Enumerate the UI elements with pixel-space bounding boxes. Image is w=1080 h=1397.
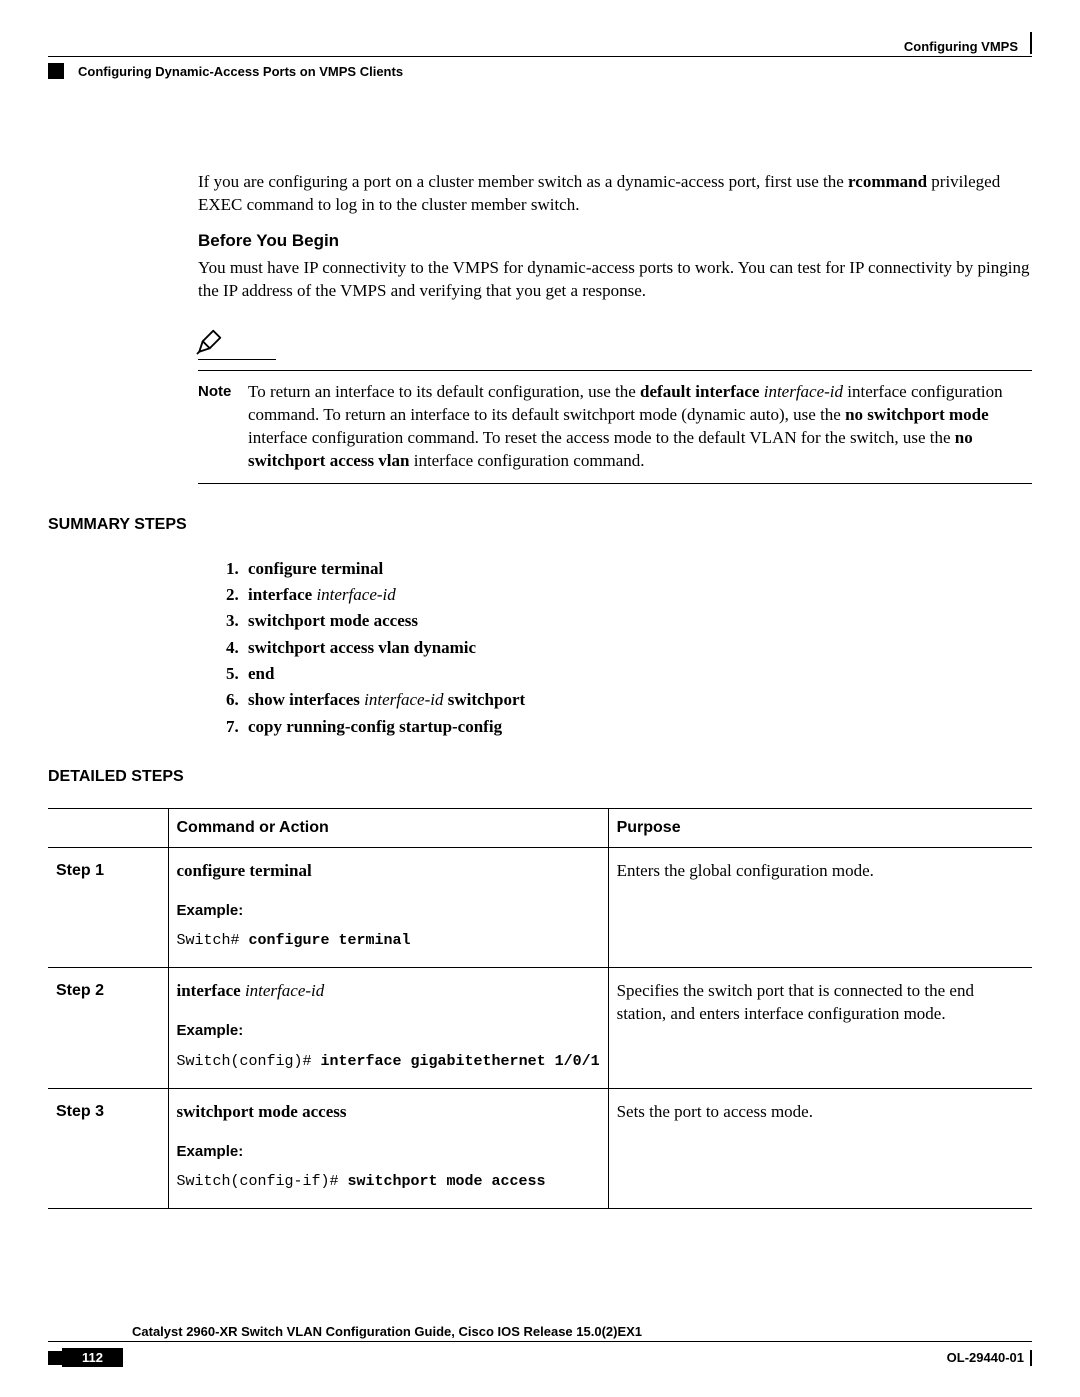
header-left-bar: Configuring Dynamic-Access Ports on VMPS… bbox=[48, 63, 1032, 79]
example-label: Example: bbox=[177, 901, 600, 921]
page-number-block: 112 bbox=[48, 1348, 123, 1367]
header-right-rule bbox=[1030, 32, 1032, 54]
footer-doc-text: OL-29440-01 bbox=[947, 1350, 1024, 1365]
purpose-cell: Enters the global configuration mode. bbox=[608, 847, 1032, 967]
step1-num: 1. bbox=[226, 556, 248, 582]
cmd-b1: interface bbox=[177, 981, 241, 1000]
purpose-cell: Specifies the switch port that is connec… bbox=[608, 968, 1032, 1088]
page-header: Configuring VMPS bbox=[48, 30, 1032, 54]
header-rule bbox=[48, 56, 1032, 57]
step-cell: Step 2 bbox=[48, 968, 168, 1088]
code-bold: switchport mode access bbox=[348, 1173, 546, 1190]
note-block: Note To return an interface to its defau… bbox=[198, 329, 1032, 484]
note-label: Note bbox=[198, 381, 248, 473]
step6-i1: interface-id bbox=[360, 690, 448, 709]
before-you-begin-heading: Before You Begin bbox=[198, 231, 1032, 251]
col-header-command: Command or Action bbox=[168, 808, 608, 847]
code-example: Switch(config-if)# switchport mode acces… bbox=[177, 1172, 600, 1192]
note-text: To return an interface to its default co… bbox=[248, 381, 1032, 473]
code-bold: interface gigabitethernet 1/0/1 bbox=[321, 1053, 600, 1070]
step6-num: 6. bbox=[226, 687, 248, 713]
step4-b1: switchport access vlan dynamic bbox=[248, 638, 476, 657]
cmd-i1: interface-id bbox=[241, 981, 325, 1000]
body: If you are configuring a port on a clust… bbox=[48, 79, 1032, 1209]
summary-step-4: 4.switchport access vlan dynamic bbox=[226, 635, 1032, 661]
table-row: Step 2 interface interface-id Example: S… bbox=[48, 968, 1032, 1088]
col-header-purpose: Purpose bbox=[608, 808, 1032, 847]
step6-b2: switchport bbox=[448, 690, 525, 709]
step3-num: 3. bbox=[226, 608, 248, 634]
step4-num: 4. bbox=[226, 635, 248, 661]
code-plain: Switch(config-if)# bbox=[177, 1173, 348, 1190]
col-header-blank bbox=[48, 808, 168, 847]
page-number: 112 bbox=[62, 1348, 123, 1367]
summary-steps-list: 1.configure terminal 2.interface interfa… bbox=[198, 556, 1032, 740]
detailed-steps-table: Command or Action Purpose Step 1 configu… bbox=[48, 808, 1032, 1209]
intro-p1-a: If you are configuring a port on a clust… bbox=[198, 172, 848, 191]
note-a: To return an interface to its default co… bbox=[248, 382, 640, 401]
code-bold: configure terminal bbox=[249, 932, 411, 949]
summary-step-2: 2.interface interface-id bbox=[226, 582, 1032, 608]
footer-rule bbox=[48, 1341, 1032, 1342]
intro-p1-b: rcommand bbox=[848, 172, 927, 191]
command-cell: switchport mode access Example: Switch(c… bbox=[168, 1088, 608, 1208]
summary-steps-heading: SUMMARY STEPS bbox=[48, 516, 1032, 534]
code-example: Switch# configure terminal bbox=[177, 931, 600, 951]
summary-step-1: 1.configure terminal bbox=[226, 556, 1032, 582]
note-b: default interface bbox=[640, 382, 759, 401]
summary-step-3: 3.switchport mode access bbox=[226, 608, 1032, 634]
table-row: Step 1 configure terminal Example: Switc… bbox=[48, 847, 1032, 967]
step5-num: 5. bbox=[226, 661, 248, 687]
code-plain: Switch# bbox=[177, 932, 249, 949]
footer-square-icon bbox=[48, 1351, 62, 1365]
note-g: interface configuration command. To rese… bbox=[248, 428, 955, 447]
note-i: interface configuration command. bbox=[409, 451, 644, 470]
summary-step-6: 6.show interfaces interface-id switchpor… bbox=[226, 687, 1032, 713]
note-f: no switchport mode bbox=[845, 405, 989, 424]
footer-doc-id: OL-29440-01 bbox=[947, 1350, 1032, 1366]
detailed-steps-heading: DETAILED STEPS bbox=[48, 768, 1032, 786]
page-root: Configuring VMPS Configuring Dynamic-Acc… bbox=[0, 0, 1080, 1397]
intro-paragraph-2: You must have IP connectivity to the VMP… bbox=[198, 257, 1032, 303]
note-d: interface-id bbox=[764, 382, 843, 401]
step6-b1: show interfaces bbox=[248, 690, 360, 709]
step7-b1: copy running-config startup-config bbox=[248, 717, 502, 736]
pencil-icon bbox=[194, 329, 222, 357]
step3-b1: switchport mode access bbox=[248, 611, 418, 630]
code-plain: Switch(config)# bbox=[177, 1053, 321, 1070]
example-label: Example: bbox=[177, 1142, 600, 1162]
header-right-text: Configuring VMPS bbox=[904, 39, 1024, 54]
table-row: Step 3 switchport mode access Example: S… bbox=[48, 1088, 1032, 1208]
cmd-b1: switchport mode access bbox=[177, 1102, 347, 1121]
header-left-text: Configuring Dynamic-Access Ports on VMPS… bbox=[78, 64, 403, 79]
cmd-b1: configure terminal bbox=[177, 861, 312, 880]
step1-b1: configure terminal bbox=[248, 559, 383, 578]
command-cell: configure terminal Example: Switch# conf… bbox=[168, 847, 608, 967]
footer-title: Catalyst 2960-XR Switch VLAN Configurati… bbox=[48, 1324, 1032, 1339]
note-icon-underline bbox=[198, 359, 276, 360]
header-square-icon bbox=[48, 63, 64, 79]
purpose-cell: Sets the port to access mode. bbox=[608, 1088, 1032, 1208]
example-label: Example: bbox=[177, 1021, 600, 1041]
summary-step-5: 5.end bbox=[226, 661, 1032, 687]
table-header-row: Command or Action Purpose bbox=[48, 808, 1032, 847]
command-cell: interface interface-id Example: Switch(c… bbox=[168, 968, 608, 1088]
step7-num: 7. bbox=[226, 714, 248, 740]
step-cell: Step 1 bbox=[48, 847, 168, 967]
summary-step-7: 7.copy running-config startup-config bbox=[226, 714, 1032, 740]
step-cell: Step 3 bbox=[48, 1088, 168, 1208]
step2-num: 2. bbox=[226, 582, 248, 608]
code-example: Switch(config)# interface gigabitetherne… bbox=[177, 1052, 600, 1072]
step2-i1: interface-id bbox=[312, 585, 396, 604]
footer-right-rule bbox=[1030, 1350, 1032, 1366]
page-footer: Catalyst 2960-XR Switch VLAN Configurati… bbox=[48, 1324, 1032, 1367]
intro-paragraph-1: If you are configuring a port on a clust… bbox=[198, 171, 1032, 217]
note-bottom-rule bbox=[198, 483, 1032, 484]
step2-b1: interface bbox=[248, 585, 312, 604]
step5-b1: end bbox=[248, 664, 274, 683]
